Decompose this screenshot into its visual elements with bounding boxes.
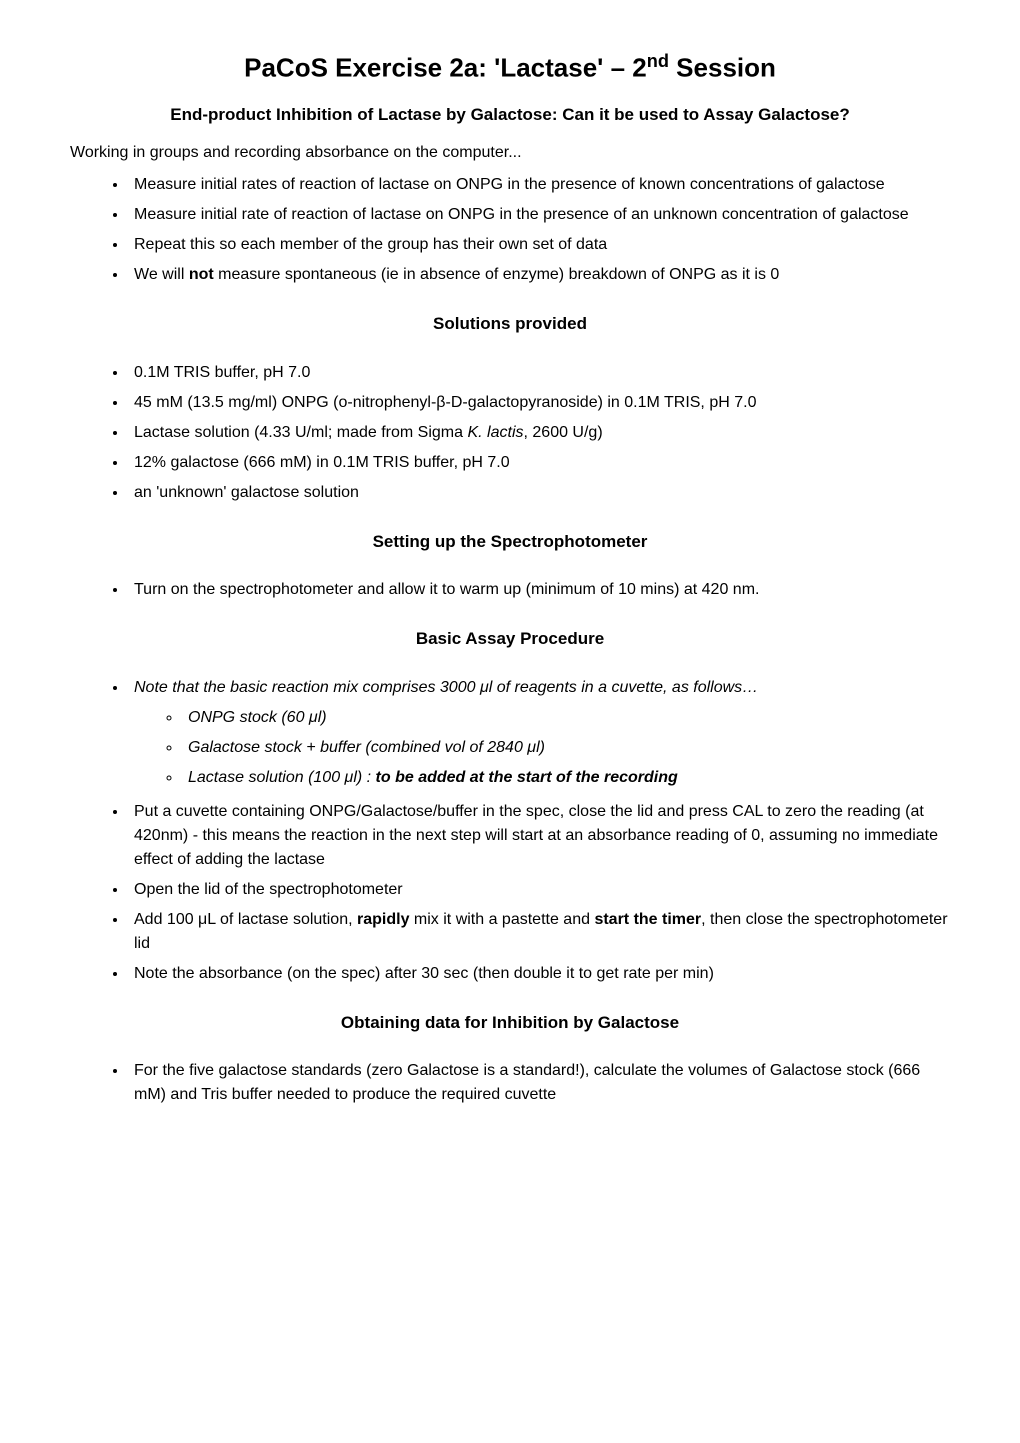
sub-list-item: ONPG stock (60 μl) xyxy=(182,706,950,730)
list-item: Turn on the spectrophotometer and allow … xyxy=(128,578,950,602)
list-item: 12% galactose (666 mM) in 0.1M TRIS buff… xyxy=(128,451,950,475)
list-item: We will not measure spontaneous (ie in a… xyxy=(128,263,950,287)
text-fragment: Lactase solution (100 μl) : xyxy=(188,769,376,786)
list-item: Open the lid of the spectrophotometer xyxy=(128,878,950,902)
sub-list-item: Lactase solution (100 μl) : to be added … xyxy=(182,766,950,790)
title-prefix: PaCoS Exercise 2a: 'Lactase' – 2 xyxy=(244,53,647,83)
text-bold: not xyxy=(189,266,214,283)
text-bold: rapidly xyxy=(357,911,409,928)
list-item: Note the absorbance (on the spec) after … xyxy=(128,962,950,986)
list-item: Measure initial rates of reaction of lac… xyxy=(128,173,950,197)
text-fragment: , 2600 U/g) xyxy=(524,424,603,441)
setup-heading: Setting up the Spectrophotometer xyxy=(70,529,950,555)
list-item: 0.1M TRIS buffer, pH 7.0 xyxy=(128,361,950,385)
basic-list: Note that the basic reaction mix compris… xyxy=(70,676,950,700)
intro-text: Working in groups and recording absorban… xyxy=(70,141,950,165)
title-suffix: Session xyxy=(669,53,776,83)
text-fragment: We will xyxy=(134,266,189,283)
setup-list: Turn on the spectrophotometer and allow … xyxy=(70,578,950,602)
page-title: PaCoS Exercise 2a: 'Lactase' – 2nd Sessi… xyxy=(70,48,950,88)
text-bold: start the timer xyxy=(594,911,701,928)
obtain-list: For the five galactose standards (zero G… xyxy=(70,1059,950,1107)
text-fragment: measure spontaneous (ie in absence of en… xyxy=(214,266,780,283)
solutions-heading: Solutions provided xyxy=(70,311,950,337)
text-italic: K. lactis xyxy=(467,424,523,441)
basic-list-cont: Put a cuvette containing ONPG/Galactose/… xyxy=(70,800,950,986)
title-sup: nd xyxy=(647,51,669,71)
top-bullets: Measure initial rates of reaction of lac… xyxy=(70,173,950,287)
subtitle: End-product Inhibition of Lactase by Gal… xyxy=(70,102,950,128)
list-item: For the five galactose standards (zero G… xyxy=(128,1059,950,1107)
list-item: Repeat this so each member of the group … xyxy=(128,233,950,257)
list-item: Put a cuvette containing ONPG/Galactose/… xyxy=(128,800,950,872)
list-item: Add 100 μL of lactase solution, rapidly … xyxy=(128,908,950,956)
text-fragment: Lactase solution (4.33 U/ml; made from S… xyxy=(134,424,467,441)
solutions-list: 0.1M TRIS buffer, pH 7.0 45 mM (13.5 mg/… xyxy=(70,361,950,505)
list-item: Note that the basic reaction mix compris… xyxy=(128,676,950,700)
list-item: Measure initial rate of reaction of lact… xyxy=(128,203,950,227)
text-bold-italic: to be added at the start of the recordin… xyxy=(376,769,678,786)
obtain-heading: Obtaining data for Inhibition by Galacto… xyxy=(70,1010,950,1036)
list-item: an 'unknown' galactose solution xyxy=(128,481,950,505)
text-fragment: Add 100 μL of lactase solution, xyxy=(134,911,357,928)
text-fragment: mix it with a pastette and xyxy=(409,911,594,928)
sub-list-item: Galactose stock + buffer (combined vol o… xyxy=(182,736,950,760)
list-item: Lactase solution (4.33 U/ml; made from S… xyxy=(128,421,950,445)
list-item: 45 mM (13.5 mg/ml) ONPG (o-nitrophenyl-β… xyxy=(128,391,950,415)
basic-sublist: ONPG stock (60 μl) Galactose stock + buf… xyxy=(70,706,950,790)
basic-heading: Basic Assay Procedure xyxy=(70,626,950,652)
